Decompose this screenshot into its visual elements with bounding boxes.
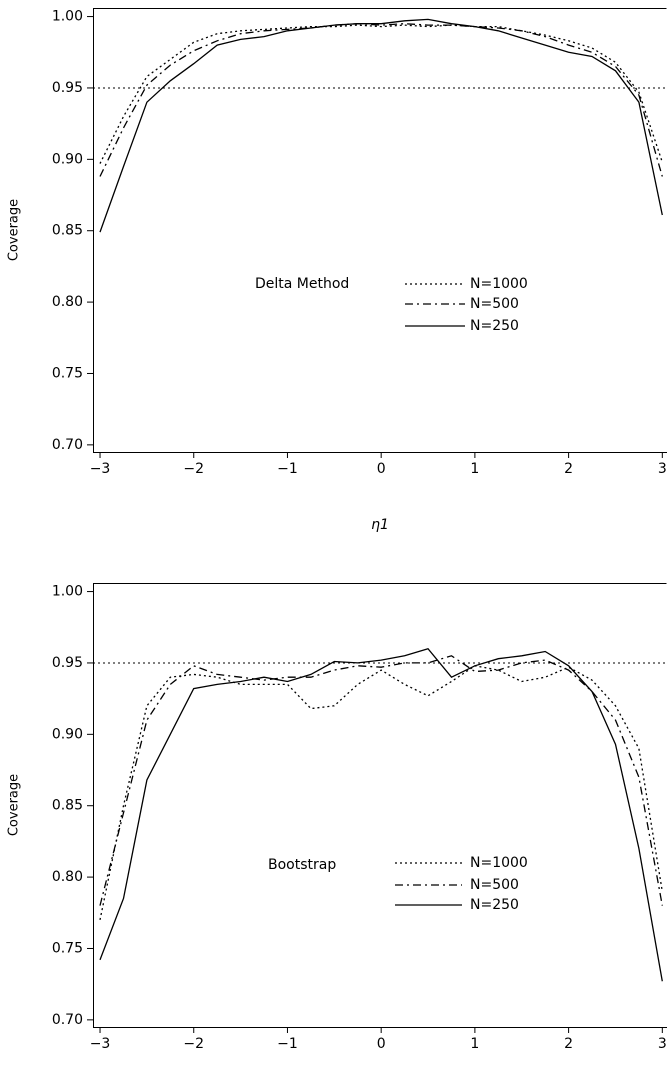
- x-tick-label: 0: [377, 461, 386, 477]
- series-line: [99, 24, 663, 164]
- y-tick-label: 0.95: [52, 80, 83, 96]
- y-tick-label: 0.70: [52, 1012, 83, 1028]
- y-tick-label: 0.75: [52, 365, 83, 381]
- x-tick-label: 3: [658, 461, 667, 477]
- y-axis-label: Coverage: [7, 774, 22, 836]
- x-tick-label: 1: [470, 461, 479, 477]
- panel: 0.700.750.800.850.900.951.00−3−2−10123η1…: [7, 583, 667, 1052]
- x-tick-label: 2: [564, 461, 573, 477]
- legend-label: N=500: [470, 877, 519, 893]
- x-tick-label: −2: [183, 461, 204, 477]
- series-line: [99, 23, 663, 177]
- x-tick-label: −2: [183, 1036, 204, 1052]
- x-axis-label: η1: [371, 517, 389, 533]
- legend-label: N=250: [470, 318, 519, 334]
- legend-label: N=250: [470, 897, 519, 913]
- series-line: [99, 665, 663, 921]
- x-tick-label: −1: [277, 461, 298, 477]
- plot-frame: [93, 583, 667, 1028]
- x-tick-label: −3: [90, 461, 111, 477]
- x-tick-label: 2: [564, 1036, 573, 1052]
- legend-label: N=500: [470, 296, 519, 312]
- legend-title: Delta Method: [255, 276, 349, 292]
- y-tick-label: 0.70: [52, 437, 83, 453]
- series-line: [99, 647, 663, 982]
- x-tick-label: 0: [377, 1036, 386, 1052]
- y-tick-label: 0.90: [52, 151, 83, 167]
- legend-label: N=1000: [470, 855, 528, 871]
- y-tick-label: 0.85: [52, 223, 83, 239]
- legend-title: Bootstrap: [268, 857, 336, 873]
- y-tick-label: 0.85: [52, 798, 83, 814]
- y-tick-label: 0.80: [52, 869, 83, 885]
- series-line: [99, 18, 663, 233]
- y-tick-label: 0.75: [52, 940, 83, 956]
- series-line: [99, 655, 663, 906]
- plot-frame: [93, 8, 667, 453]
- y-tick-label: 1.00: [52, 9, 83, 25]
- x-tick-label: 3: [658, 1036, 667, 1052]
- y-tick-label: 1.00: [52, 584, 83, 600]
- panel: 0.70 0.75 0.80 0.85 0.90 0.95 1.00 −3 −2 −1 0 1 2 3 η1…: [7, 8, 667, 533]
- x-tick-label: 1: [470, 1036, 479, 1052]
- y-tick-label: 0.80: [52, 294, 83, 310]
- y-tick-label: 0.90: [52, 726, 83, 742]
- y-tick-label: 0.95: [52, 655, 83, 671]
- legend-label: N=1000: [470, 276, 528, 292]
- y-axis-label: Coverage: [7, 199, 22, 261]
- x-tick-label: −1: [277, 1036, 298, 1052]
- x-tick-label: −3: [90, 1036, 111, 1052]
